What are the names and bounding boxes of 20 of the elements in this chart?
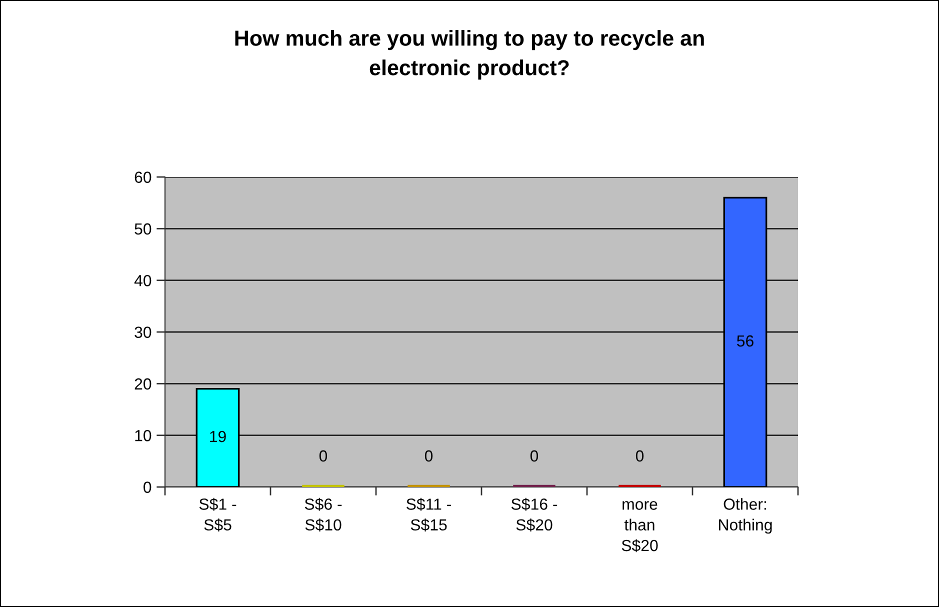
y-tick-label: 60 bbox=[134, 172, 152, 183]
data-label: 0 bbox=[319, 450, 328, 462]
data-label: 0 bbox=[530, 450, 538, 462]
y-tick-label: 10 bbox=[135, 430, 152, 442]
x-tick-label: S$16 - S$20 bbox=[511, 498, 558, 532]
y-tick-label: 20 bbox=[134, 378, 152, 390]
y-tick-label: 30 bbox=[134, 326, 152, 338]
chart-title: How much are you willing to pay to recycle an electronic product? bbox=[235, 30, 704, 80]
y-tick-label: 40 bbox=[134, 274, 152, 286]
x-tick-label: S$1 - S$5 bbox=[199, 498, 236, 532]
data-label: 0 bbox=[636, 450, 644, 462]
data-label: 19 bbox=[210, 430, 226, 442]
x-tick-label: more than S$20 bbox=[622, 501, 658, 552]
x-tick-label: S$6 - S$10 bbox=[304, 498, 342, 532]
x-tick-label: Other: Nothing bbox=[719, 498, 772, 534]
data-label: 0 bbox=[424, 450, 433, 462]
y-tick-label: 0 bbox=[144, 482, 152, 493]
y-tick-label: 50 bbox=[134, 223, 152, 235]
data-label: 56 bbox=[737, 335, 754, 347]
x-tick-label: S$11 - S$15 bbox=[406, 498, 451, 532]
